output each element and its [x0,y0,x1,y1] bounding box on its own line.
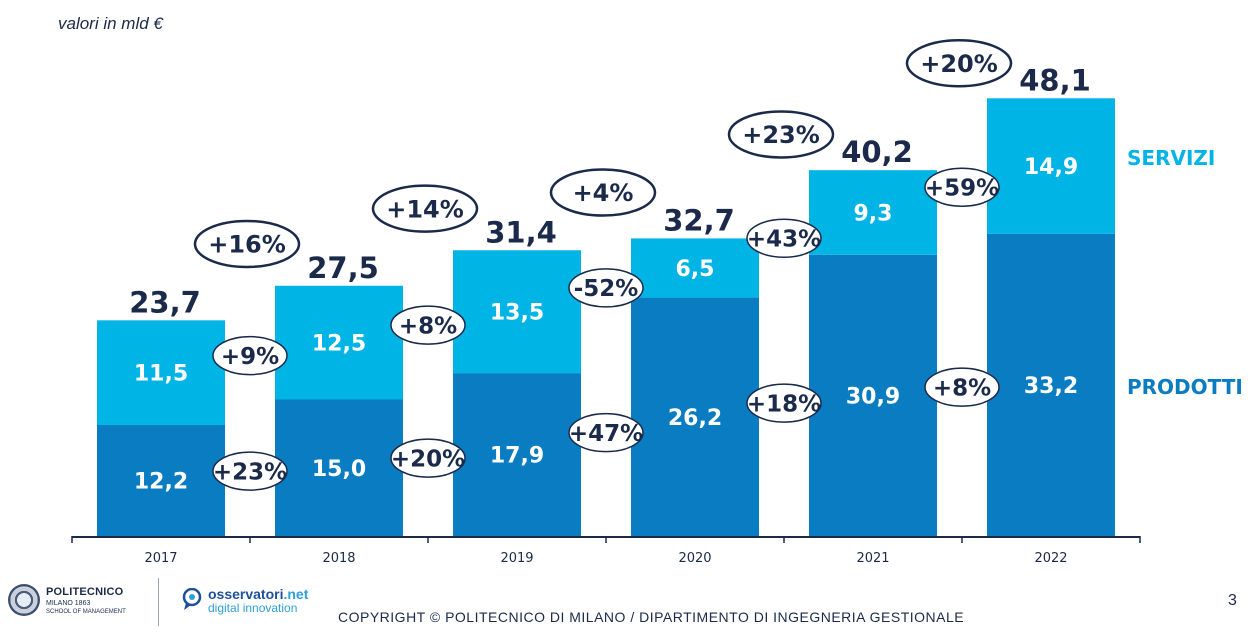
total-label-2020: 32,7 [663,203,735,237]
politecnico-name: POLITECNICO [46,586,124,598]
growth-prodotti-2020: +47% [569,421,643,447]
bar-servizi-2022 [987,98,1115,234]
growth-servizi-2018-outline [212,335,288,376]
bar-servizi-2018 [275,285,403,400]
politecnico-subtitle: MILANO 1863 [46,600,91,607]
data-label-prodotti-2020: 26,2 [668,406,722,431]
bar-prodotti-2018 [275,399,403,536]
bar-prodotti-2020 [631,297,759,536]
osservatori-tagline: digital innovation [208,601,298,615]
data-label-servizi-2021: 9,3 [854,201,893,226]
bar-prodotti-2017 [97,424,225,536]
x-tick-label-2022: 2022 [1034,551,1067,566]
data-label-servizi-2017: 11,5 [134,362,188,387]
data-label-servizi-2020: 6,5 [676,257,715,282]
data-label-prodotti-2018: 15,0 [312,457,366,482]
osservatori-logo: osservatori.net digital innovation [182,586,332,620]
growth-total-2019-outline [371,184,479,233]
stacked-bar-chart: 12,2 11,5 23,7 2017 15,0 12,5 27,5 2018 17,9 13,5… [71,38,1243,566]
bar-prodotti-2021 [809,254,937,536]
data-label-servizi-2018: 12,5 [312,332,366,357]
logo-divider [158,578,159,626]
bar-prodotti-2022 [987,233,1115,536]
growth-servizi-2021: +43% [747,227,821,253]
growth-total-2020: +4% [573,179,634,207]
total-label-2018: 27,5 [307,251,379,285]
bar-prodotti-2019 [453,373,581,536]
copyright-text: COPYRIGHT © POLITECNICO DI MILANO / DIPA… [338,609,965,625]
legend-prodotti: PRODOTTI [1127,375,1243,399]
total-label-2022: 48,1 [1019,63,1091,97]
data-label-prodotti-2019: 17,9 [490,444,544,469]
x-tick-label-2020: 2020 [678,551,711,566]
growth-servizi-2021-outline [746,218,822,258]
growth-total-2020-outline [549,168,657,217]
unit-note: valori in mld € [58,14,163,33]
x-tick-label-2019: 2019 [500,551,533,566]
total-label-2017: 23,7 [129,285,201,319]
growth-prodotti-2021: +18% [747,391,821,417]
growth-total-2018: +16% [208,231,286,259]
bar-servizi-2019 [453,250,581,374]
growth-total-2022-outline [905,38,1013,88]
x-tick-label-2017: 2017 [144,551,177,566]
growth-total-2021-outline [727,110,835,159]
x-tick-label-2018: 2018 [322,551,355,566]
growth-total-2019: +14% [386,195,464,223]
bar-servizi-2020 [631,238,759,298]
data-label-servizi-2022: 14,9 [1024,155,1078,180]
total-label-2019: 31,4 [485,215,557,249]
data-label-prodotti-2021: 30,9 [846,384,900,409]
x-tick-label-2021: 2021 [856,551,889,566]
politecnico-school: SCHOOL OF MANAGEMENT [46,609,126,615]
growth-prodotti-2019-outline [390,438,466,478]
growth-servizi-2020: -52% [574,276,639,302]
total-label-2021: 40,2 [841,135,913,169]
growth-servizi-2019-outline [390,305,466,345]
page-number: 3 [1228,592,1237,609]
growth-prodotti-2022: +8% [933,375,991,401]
growth-prodotti-2019: +20% [391,446,465,472]
growth-prodotti-2020-outline [568,412,644,453]
legend-servizi: SERVIZI [1127,146,1215,170]
growth-servizi-2022: +59% [925,176,999,202]
osservatori-pin-icon [182,588,202,610]
growth-total-2021: +23% [742,121,820,149]
growth-prodotti-2018-outline [212,451,288,491]
growth-prodotti-2022-outline [924,367,1000,407]
growth-total-2018-outline [193,219,301,269]
osservatori-name: osservatori.net [208,586,308,602]
politecnico-logo: POLITECNICO MILANO 1863 SCHOOL OF MANAGE… [8,582,158,622]
growth-servizi-2020-outline [568,268,644,308]
growth-servizi-2018: +9% [221,344,279,370]
growth-total-2022: +20% [920,50,998,78]
growth-servizi-2019: +8% [399,313,457,339]
osservatori-name-ext: .net [283,586,309,602]
growth-prodotti-2021-outline [746,383,822,423]
data-label-servizi-2019: 13,5 [490,301,544,326]
osservatori-name-main: osservatori [208,586,284,602]
growth-servizi-2022-outline [924,167,1000,208]
bar-servizi-2017 [97,320,225,425]
bar-servizi-2021 [809,170,937,255]
data-label-prodotti-2017: 12,2 [134,469,188,494]
data-label-prodotti-2022: 33,2 [1024,374,1078,399]
politecnico-seal-icon [8,584,40,616]
growth-prodotti-2018: +23% [213,459,287,485]
